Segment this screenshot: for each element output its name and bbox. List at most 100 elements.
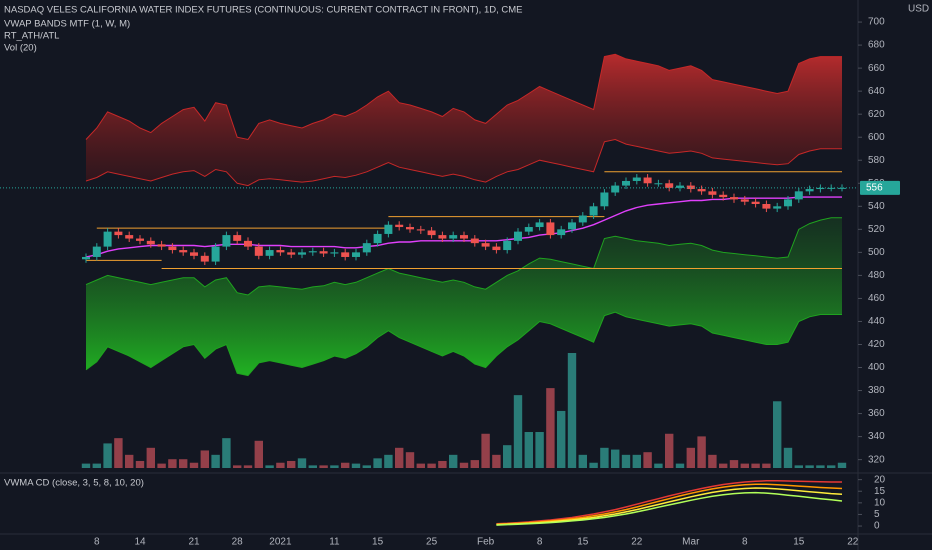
volume-bar [686, 447, 695, 468]
y-tick-label: 420 [868, 339, 885, 350]
candle-body [276, 250, 285, 253]
candle-body [773, 206, 782, 209]
volume-bar [513, 395, 523, 468]
candle-body [287, 252, 296, 255]
volume-bar [449, 454, 458, 468]
volume-bar [308, 465, 317, 468]
x-tick-label: 22 [631, 537, 643, 548]
x-tick-label: 8 [537, 537, 543, 548]
candle-body [449, 235, 458, 239]
volume-bar [114, 438, 123, 468]
x-tick-label: 15 [577, 537, 589, 548]
volume-bar [189, 462, 199, 468]
x-tick-label: 28 [232, 537, 244, 548]
y-tick-label: 360 [868, 408, 885, 419]
volume-bar [427, 463, 436, 468]
candle-body [384, 224, 393, 234]
candle-body [92, 246, 101, 257]
candle-body [816, 187, 825, 190]
volume-bar [168, 459, 177, 468]
volume-bar [794, 465, 803, 468]
last-price-box [860, 180, 900, 195]
volume-bar [265, 465, 274, 468]
candle-body [200, 255, 209, 262]
volume-bar [578, 454, 587, 468]
volume-bar [524, 432, 533, 468]
volume-bar [708, 454, 717, 468]
y-tick-label: 15 [874, 486, 886, 497]
candle-body [265, 250, 274, 256]
band-edge [85, 217, 842, 296]
volume-bar [654, 463, 663, 468]
volume-bar [416, 463, 425, 468]
candle-body [330, 252, 339, 254]
x-tick-label: Mar [682, 537, 700, 548]
candle-body [632, 177, 641, 181]
volume-bar [665, 433, 674, 468]
candle-body [438, 235, 447, 239]
y-tick-label: 520 [868, 224, 885, 235]
y-tick-label: 540 [868, 201, 885, 212]
y-tick-label: 480 [868, 270, 885, 281]
y-tick-label: 0 [874, 521, 880, 532]
volume-bar [373, 458, 382, 468]
volume-bar [751, 463, 760, 468]
y-tick-label: 640 [868, 86, 885, 97]
volume-bar [611, 449, 620, 468]
candle-body [762, 204, 771, 209]
candle-body [730, 197, 738, 200]
candle-body [697, 189, 706, 192]
indicator-line [496, 487, 843, 526]
volume-bar [621, 454, 631, 468]
indicator-label: Vol (20) [4, 43, 37, 54]
volume-bar [546, 388, 555, 468]
candle-body [643, 177, 652, 184]
candle-body [136, 238, 144, 241]
candle-body [427, 230, 436, 236]
candle-body [708, 191, 717, 195]
band-fill [86, 217, 842, 376]
candle-body [168, 246, 177, 251]
volume-bar [783, 447, 793, 468]
candle-body [308, 251, 317, 253]
volume-bar [438, 460, 447, 468]
candle-body [146, 240, 155, 245]
volume-bar [740, 463, 749, 468]
volume-bar [405, 452, 415, 468]
x-tick-label: 8 [742, 537, 748, 548]
x-tick-label: 11 [329, 537, 340, 548]
candle-body [82, 256, 90, 260]
volume-bar [384, 454, 393, 468]
y-tick-label: 600 [868, 132, 885, 143]
volume-bar [146, 447, 155, 468]
band-fill [86, 54, 842, 186]
candle-body [492, 246, 501, 251]
candle-body [179, 250, 188, 253]
indicator-label: VWAP BANDS MTF (1, W, M) [4, 19, 130, 30]
volume-bar [233, 465, 242, 468]
candle-body [784, 199, 792, 207]
candle-body [546, 222, 555, 236]
volume-bar [459, 462, 469, 468]
y-tick-label: 20 [874, 474, 886, 485]
volume-bar [319, 465, 328, 468]
x-tick-label: 8 [94, 537, 100, 548]
candle-body [654, 183, 663, 185]
y-tick-label: 660 [868, 63, 885, 74]
candle-body [794, 191, 803, 200]
x-tick-label: 15 [793, 537, 805, 548]
candle-body [406, 227, 414, 230]
volume-bar [211, 454, 220, 468]
y-tick-label: 5 [874, 509, 880, 520]
candle-body [535, 222, 544, 228]
x-tick-label: 25 [426, 537, 438, 548]
candle-body [352, 252, 360, 257]
indicator-label: VWMA CD (close, 3, 5, 8, 10, 20) [4, 478, 144, 489]
candle-body [805, 189, 814, 192]
candle-body [751, 201, 760, 204]
candle-body [719, 194, 728, 198]
indicator-line [496, 480, 842, 525]
volume-bar [297, 458, 307, 468]
indicator-line [496, 491, 843, 526]
